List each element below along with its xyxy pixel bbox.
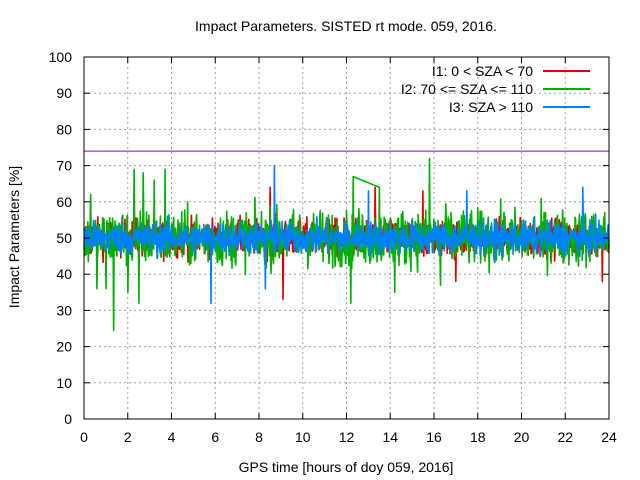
y-tick-label: 100	[49, 49, 73, 65]
y-tick-label: 80	[56, 121, 72, 137]
data-series	[83, 157, 610, 332]
legend-label-2: I2: 70 <= SZA <= 110	[401, 81, 533, 97]
x-tick-label: 0	[80, 429, 88, 445]
y-tick-label: 40	[56, 266, 72, 282]
x-tick-label: 20	[514, 429, 530, 445]
x-tick-label: 8	[255, 429, 263, 445]
y-tick-label: 0	[64, 411, 72, 427]
y-tick-label: 60	[56, 194, 72, 210]
x-tick-label: 4	[168, 429, 176, 445]
x-tick-label: 14	[382, 429, 398, 445]
y-tick-label: 30	[56, 302, 72, 318]
chart-title: Impact Parameters. SISTED rt mode. 059, …	[195, 18, 497, 34]
y-tick-label: 70	[56, 158, 72, 174]
x-axis-label: GPS time [hours of doy 059, 2016]	[239, 459, 454, 475]
y-tick-label: 10	[56, 375, 72, 391]
legend-label-1: I1: 0 < SZA < 70	[432, 63, 533, 79]
legend-label-3: I3: SZA > 110	[449, 99, 533, 115]
x-tick-label: 10	[295, 429, 311, 445]
series-line-3	[83, 164, 610, 304]
x-tick-label: 24	[601, 429, 617, 445]
series-gap-segment	[352, 175, 380, 189]
x-tick-label: 6	[211, 429, 219, 445]
x-tick-label: 2	[124, 429, 132, 445]
x-tick-label: 12	[339, 429, 355, 445]
x-tick-label: 22	[557, 429, 573, 445]
y-tick-label: 20	[56, 339, 72, 355]
y-axis-label: Impact Parameters [%]	[6, 166, 22, 308]
tick-labels: 0 2 4 6 8 10 12 14 16 18 20 22 240102030405060708090…	[49, 49, 617, 445]
y-tick-label: 50	[56, 230, 72, 246]
x-tick-label: 16	[426, 429, 442, 445]
axis-ticks	[83, 56, 610, 420]
legend: I1: 0 < SZA < 70 I2: 70 <= SZA <= 110 I3: …	[401, 63, 590, 115]
x-tick-label: 18	[470, 429, 486, 445]
y-tick-label: 90	[56, 85, 72, 101]
